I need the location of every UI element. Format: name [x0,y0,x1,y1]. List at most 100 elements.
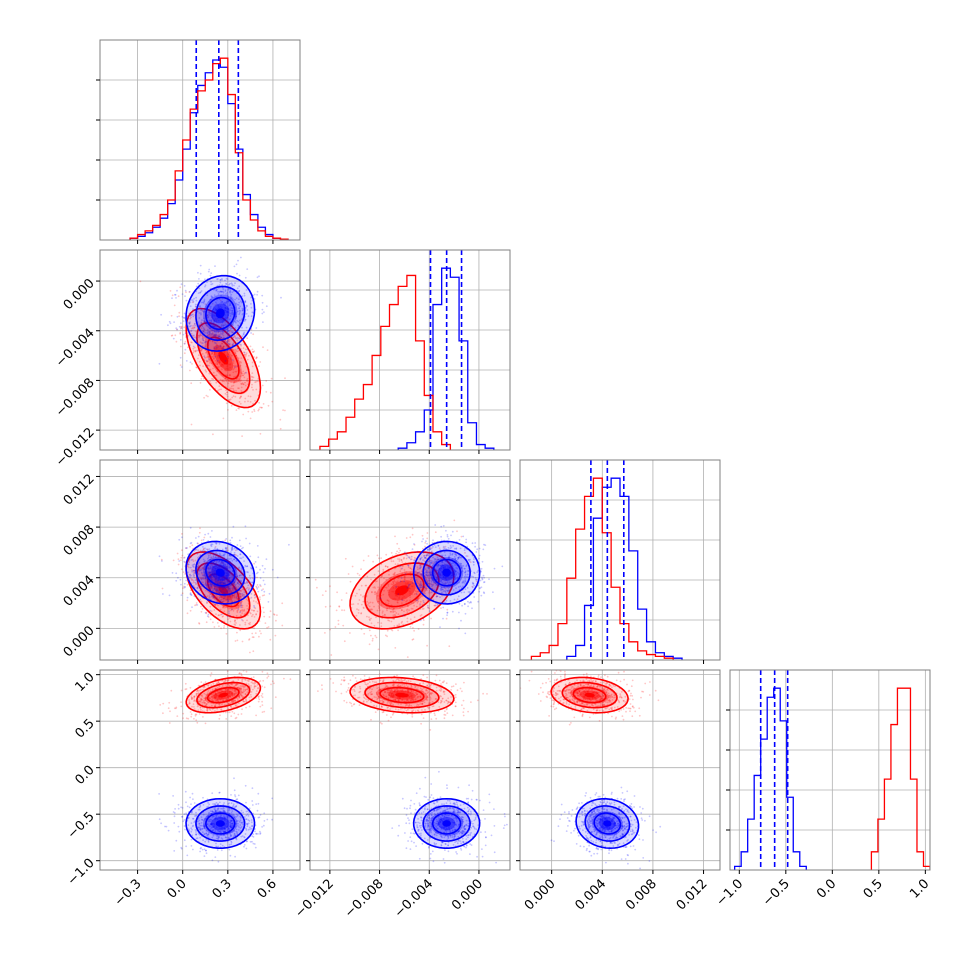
sample-point [242,546,244,549]
sample-point [464,579,466,582]
sample-point [200,568,203,571]
sample-point [222,605,225,607]
sample-point [245,371,248,374]
sample-point [207,532,210,535]
sample-point [218,596,221,599]
sample-point [258,698,261,701]
sample-point [236,544,239,546]
sample-point [214,578,217,580]
sample-point [374,591,377,593]
sample-point [360,628,363,631]
sample-point [219,583,222,586]
sample-point [227,321,230,323]
sample-point [228,352,231,354]
sample-point [228,612,230,615]
sample-point [208,353,211,356]
sample-point [216,278,219,281]
sample-point [259,585,262,587]
sample-point [224,711,227,714]
sample-point [223,604,225,607]
sample-point [407,584,410,586]
sample-point [224,301,226,304]
sample-point [405,557,408,560]
sample-point [193,572,196,574]
sample-point [382,614,384,617]
sample-point [214,545,217,548]
sample-point [399,607,402,609]
sample-point [384,565,387,568]
sample-point [218,565,221,568]
sample-point [183,585,185,588]
sample-point [197,556,199,559]
sample-point [221,347,224,350]
sample-point [421,540,423,543]
sample-point [211,356,214,358]
sample-point [395,612,398,614]
sample-point [284,377,286,380]
sample-point [225,310,228,312]
sample-point [236,582,239,585]
sample-point [441,591,443,594]
sample-point [201,572,203,575]
sample-point [229,304,232,306]
sample-point [449,577,452,580]
sample-point [210,586,213,588]
sample-point [261,685,263,688]
sample-point [244,400,246,403]
sample-point [357,609,360,611]
sample-point [403,576,406,579]
sample-point [224,328,227,331]
sample-point [235,596,238,599]
sample-point [370,578,372,581]
sample-point [472,561,475,563]
sample-point [214,567,217,570]
sample-point [238,407,241,410]
sample-point [224,563,227,566]
sample-point [338,605,341,607]
sample-point [223,340,226,343]
sample-point [242,332,245,335]
sample-point [483,543,485,546]
sample-point [235,560,238,562]
sample-point [450,534,452,537]
sample-point [244,300,246,303]
sample-point [245,587,248,590]
sample-point [215,590,218,593]
sample-point [265,558,268,561]
sample-point [213,575,216,578]
sample-point [407,605,409,608]
sample-point [215,320,218,323]
sample-point [259,830,261,833]
sample-point [214,567,217,570]
sample-point [464,552,466,554]
sample-point [240,713,243,715]
sample-point [222,554,225,557]
sample-point [211,585,214,587]
sample-point [250,593,253,595]
sample-point [204,584,207,586]
sample-point [214,363,217,365]
sample-point [204,303,207,305]
sample-point [209,319,211,322]
sample-point [206,281,208,283]
sample-point [169,322,172,325]
sample-point [209,563,212,565]
sample-point [249,577,252,580]
sample-point [340,599,343,601]
sample-point [247,614,249,617]
sample-point [222,600,225,603]
sample-point [188,322,191,325]
sample-point [198,287,201,290]
sample-point [448,578,450,581]
sample-point [257,380,259,383]
sample-point [183,342,186,345]
sample-point [230,381,232,383]
sample-point [222,599,225,602]
sample-point [199,272,202,275]
sample-point [234,336,237,339]
sample-point [237,324,240,327]
sample-point [168,594,171,597]
sample-point [271,680,274,683]
sample-point [234,566,237,568]
sample-point [255,613,257,616]
